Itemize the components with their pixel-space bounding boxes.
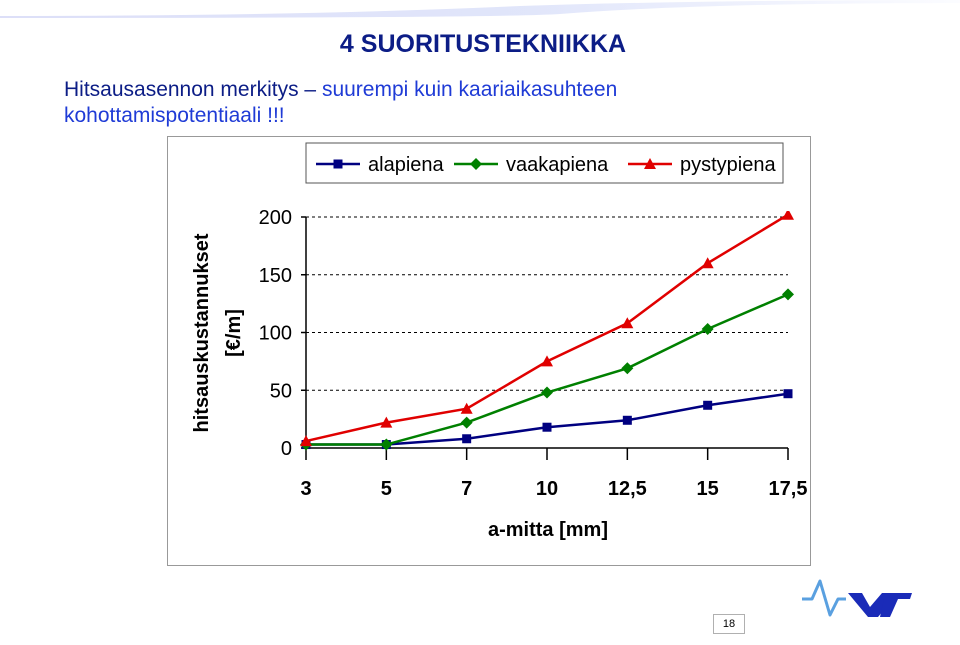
legend-label-vaakapiena: vaakapiena bbox=[506, 154, 609, 176]
point-pystypiena-5 bbox=[380, 416, 393, 428]
chart-series bbox=[300, 211, 794, 451]
page-title: 4 SUORITUSTEKNIIKKA bbox=[0, 30, 960, 59]
series-vaakapiena bbox=[300, 288, 794, 451]
y-tick-label-0: 0 bbox=[281, 438, 292, 460]
y-tick-label-150: 150 bbox=[259, 265, 292, 287]
point-pystypiena-3 bbox=[300, 435, 312, 447]
y-tick-label-100: 100 bbox=[259, 323, 292, 345]
point-alapiena-12,5 bbox=[622, 415, 632, 425]
point-vaakapiena-15 bbox=[701, 323, 714, 336]
x-tick-label-5: 5 bbox=[381, 478, 392, 500]
x-tick-label-12,5: 12,5 bbox=[608, 478, 647, 500]
legend-box bbox=[305, 142, 784, 184]
chart-axes: 0 50 100 150 200 3 5 7 10 12,5 15 17,5 bbox=[259, 207, 808, 500]
point-vaakapiena-10 bbox=[541, 386, 553, 399]
subtitle-accent-2: kohottamispotentiaali !!! bbox=[64, 104, 285, 127]
series-line-vaakapiena bbox=[306, 293, 789, 446]
point-alapiena-17,5 bbox=[783, 389, 793, 399]
subtitle-lead: Hitsausasennon merkitys – bbox=[64, 78, 322, 101]
series-line-pystypiena bbox=[305, 213, 789, 443]
top-decorative-bar bbox=[0, 0, 960, 18]
y-axis-label-line-2: [€/m] bbox=[223, 309, 245, 357]
x-tick-label-10: 10 bbox=[536, 478, 558, 500]
point-vaakapiena-17,5 bbox=[782, 288, 794, 301]
x-tick-label-7: 7 bbox=[461, 478, 472, 500]
subtitle-accent-1: suurempi kuin kaariaikasuhteen bbox=[321, 78, 618, 101]
point-pystypiena-17,5 bbox=[782, 211, 794, 220]
point-pystypiena-12,5 bbox=[621, 317, 634, 329]
point-pystypiena-7 bbox=[460, 402, 473, 414]
x-tick-label-17,5: 17,5 bbox=[769, 478, 808, 500]
series-pystypiena bbox=[300, 211, 794, 447]
point-alapiena-10 bbox=[542, 422, 552, 432]
chart-frame bbox=[167, 136, 811, 566]
point-vaakapiena-5 bbox=[380, 438, 393, 451]
subtitle-line-1: Hitsausasennon merkitys – suurempi kuin … bbox=[64, 77, 617, 103]
top-decorative-bar-graphic bbox=[0, 0, 960, 18]
x-tick-label-3: 3 bbox=[300, 478, 311, 500]
page-number: 18 bbox=[713, 614, 745, 634]
legend-marker-vaakapiena bbox=[470, 158, 482, 170]
legend-label-alapiena: alapiena bbox=[368, 154, 445, 176]
legend-marker-alapiena bbox=[333, 159, 343, 169]
chart-legend: alapiena vaakapiena pystypiena bbox=[305, 142, 784, 184]
x-tick-label-15: 15 bbox=[697, 478, 719, 500]
y-axis-label-line-1: hitsauskustannukset bbox=[191, 233, 213, 432]
point-pystypiena-10 bbox=[541, 355, 553, 367]
x-axis-label: a-mitta [mm] bbox=[488, 519, 608, 541]
page-title-text: 4 SUORITUSTEKNIIKKA bbox=[339, 30, 627, 58]
series-line-alapiena bbox=[306, 392, 789, 446]
point-alapiena-15 bbox=[703, 400, 713, 410]
subtitle: Hitsausasennon merkitys – suurempi kuin … bbox=[64, 77, 617, 129]
y-tick-label-50: 50 bbox=[270, 380, 292, 402]
legend-label-pystypiena: pystypiena bbox=[680, 154, 776, 176]
point-vaakapiena-12,5 bbox=[621, 362, 634, 375]
point-pystypiena-15 bbox=[701, 257, 714, 269]
y-tick-label-200: 200 bbox=[259, 207, 292, 229]
vtt-logo bbox=[802, 579, 912, 617]
point-vaakapiena-7 bbox=[460, 416, 473, 429]
point-alapiena-7 bbox=[462, 434, 472, 444]
legend-marker-pystypiena bbox=[644, 158, 656, 169]
